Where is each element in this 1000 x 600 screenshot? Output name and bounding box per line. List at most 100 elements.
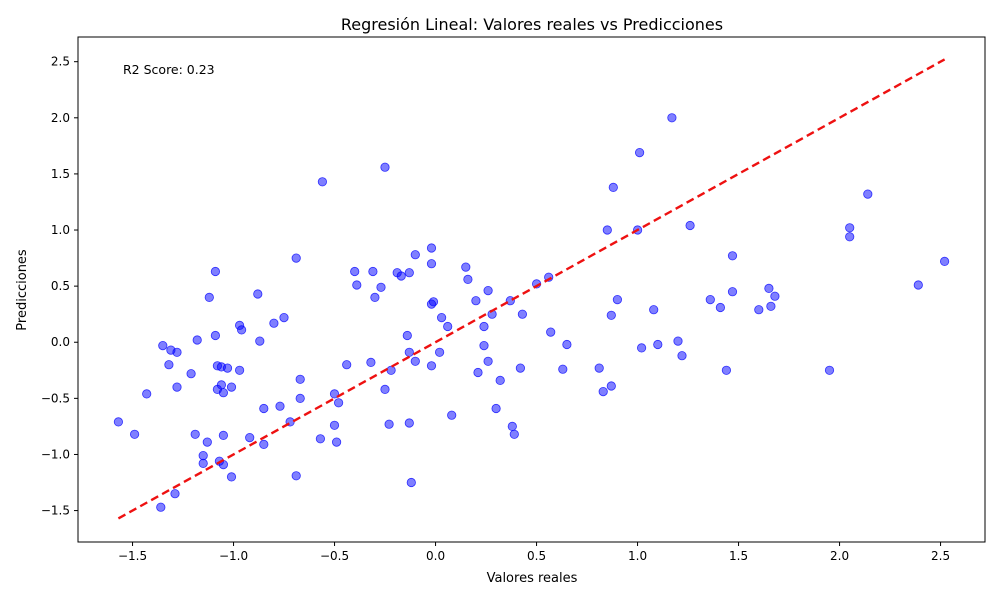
x-tick-label: −0.5 xyxy=(320,549,349,563)
data-point xyxy=(269,318,279,328)
data-point xyxy=(156,502,166,512)
data-point xyxy=(386,365,396,375)
data-point xyxy=(612,294,623,305)
data-point xyxy=(210,266,220,277)
data-point xyxy=(216,380,226,390)
data-point xyxy=(845,223,855,233)
data-point xyxy=(406,477,416,488)
data-point xyxy=(113,417,124,427)
data-point xyxy=(606,381,616,391)
data-point xyxy=(172,382,182,392)
data-point xyxy=(602,225,612,235)
data-point xyxy=(402,330,412,341)
data-point xyxy=(291,253,301,263)
data-point xyxy=(410,356,420,366)
data-point xyxy=(190,429,200,439)
data-point xyxy=(764,283,774,293)
data-point xyxy=(259,403,269,414)
data-point xyxy=(434,347,445,357)
data-point xyxy=(404,268,414,278)
data-point xyxy=(685,220,695,231)
data-point xyxy=(705,294,715,305)
y-tick-label: −0.5 xyxy=(41,391,70,405)
y-tick-label: 2.0 xyxy=(51,111,70,125)
data-point xyxy=(253,289,263,299)
data-point xyxy=(237,325,247,335)
data-point xyxy=(766,301,776,311)
data-point xyxy=(368,266,378,277)
data-point xyxy=(204,292,214,302)
x-axis-ticks: −1.5 −1.0 −0.5 0.0 0.5 1.0 1.5 2.0 2.5 xyxy=(118,542,950,563)
data-point xyxy=(598,386,608,397)
data-point xyxy=(172,347,182,357)
data-point xyxy=(255,336,265,346)
data-point xyxy=(245,432,255,443)
data-point xyxy=(426,361,437,371)
y-axis-ticks: −1.5 −1.0 −0.5 0.0 0.5 1.0 1.5 2.0 2.5 xyxy=(41,55,78,518)
x-tick-label: 1.0 xyxy=(628,549,647,563)
data-point xyxy=(495,375,505,385)
data-point xyxy=(845,232,855,242)
data-point xyxy=(558,364,568,374)
x-tick-label: 0.5 xyxy=(527,549,546,563)
data-point xyxy=(677,351,687,361)
data-point xyxy=(380,162,390,172)
plot-frame xyxy=(77,36,986,543)
data-point xyxy=(259,439,269,449)
data-point xyxy=(436,312,447,323)
data-point xyxy=(130,429,140,439)
data-point xyxy=(863,189,873,199)
data-point xyxy=(158,340,168,351)
data-point xyxy=(222,363,233,373)
data-point xyxy=(192,335,202,345)
data-point xyxy=(471,296,481,306)
y-tick-label: −1.5 xyxy=(41,504,70,518)
data-point xyxy=(517,309,528,319)
y-tick-label: 0.5 xyxy=(51,279,70,293)
data-point xyxy=(352,280,362,290)
x-tick-label: 2.0 xyxy=(830,549,849,563)
data-point xyxy=(410,250,420,260)
data-point xyxy=(721,365,732,375)
data-point xyxy=(202,437,212,447)
data-point xyxy=(186,369,196,379)
x-tick-label: −1.5 xyxy=(118,549,147,563)
data-point xyxy=(218,388,228,398)
data-point xyxy=(546,327,556,337)
data-point xyxy=(333,398,344,408)
data-point xyxy=(608,182,618,192)
x-tick-label: 1.5 xyxy=(729,549,748,563)
data-point xyxy=(483,285,493,296)
points-layer xyxy=(113,113,950,512)
x-tick-label: −1.0 xyxy=(219,549,248,563)
data-point xyxy=(426,243,437,253)
data-point xyxy=(198,458,208,468)
data-point xyxy=(673,336,683,346)
data-point xyxy=(443,321,453,332)
data-point xyxy=(329,420,340,430)
data-point xyxy=(636,343,647,353)
data-point xyxy=(667,113,677,123)
data-point xyxy=(295,393,305,403)
data-point xyxy=(913,280,923,290)
data-point xyxy=(404,418,414,428)
ideal-line xyxy=(117,58,946,520)
data-point xyxy=(634,148,645,158)
data-point xyxy=(366,357,376,367)
y-axis-label: Predicciones xyxy=(15,249,30,331)
data-point xyxy=(939,256,950,266)
data-point xyxy=(226,382,237,392)
data-point xyxy=(396,271,406,281)
data-point xyxy=(479,321,489,332)
r2-score-annotation: R2 Score: 0.23 xyxy=(123,62,215,77)
x-axis-label: Valores reales xyxy=(487,571,578,586)
data-point xyxy=(317,177,327,187)
data-point xyxy=(447,410,457,420)
data-point xyxy=(380,384,390,394)
data-point xyxy=(291,471,301,481)
y-tick-label: 1.5 xyxy=(51,167,70,181)
x-tick-label: 0.0 xyxy=(426,549,445,563)
data-point xyxy=(164,360,174,370)
